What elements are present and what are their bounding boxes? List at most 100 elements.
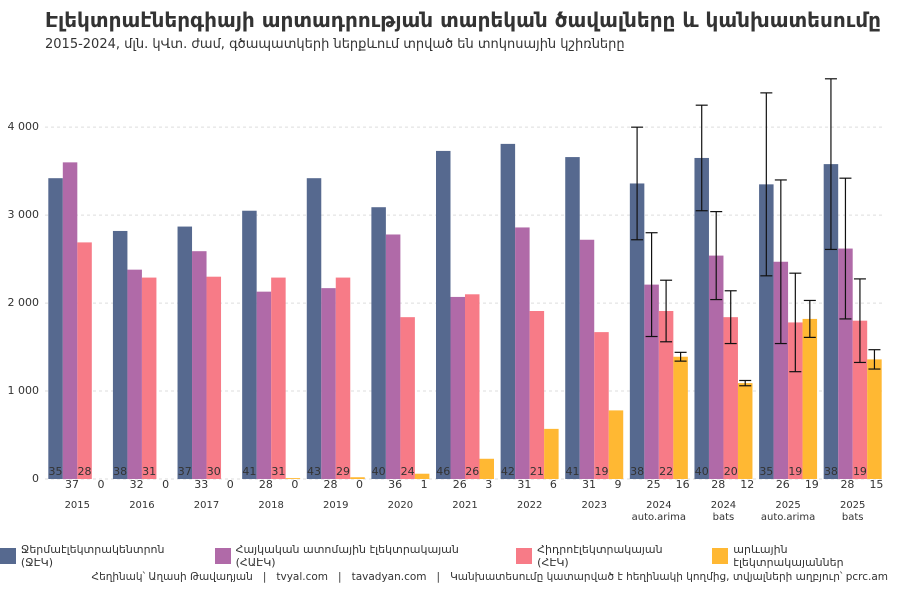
bar	[465, 294, 480, 479]
bar	[112, 230, 128, 479]
bar	[802, 318, 818, 479]
share-label: 29	[336, 465, 350, 478]
bar	[867, 359, 882, 479]
legend-label: արևային էլեկտրակայաններ	[733, 543, 844, 569]
share-label: 22	[659, 465, 673, 478]
bar	[285, 478, 301, 479]
bar	[256, 291, 272, 479]
share-label: 43	[307, 465, 321, 478]
bar	[594, 332, 609, 479]
share-label: 1	[421, 478, 428, 491]
chart-title: Էլեկտրաէներգիայի արտադրության տարեկան ծա…	[45, 8, 881, 32]
error-bar	[739, 379, 752, 387]
bar	[77, 242, 92, 479]
share-label: 15	[869, 478, 883, 491]
legend-swatch	[712, 548, 729, 564]
y-tick-label: 4 000	[8, 120, 40, 133]
share-label: 20	[724, 465, 738, 478]
share-label: 12	[740, 478, 754, 491]
y-tick-label: 2 000	[8, 296, 40, 309]
share-label: 28	[840, 478, 854, 491]
share-label: 0	[98, 478, 105, 491]
error-bar	[660, 279, 673, 343]
share-label: 26	[776, 478, 790, 491]
x-tick-label: 2017	[193, 500, 220, 511]
error-bar	[695, 104, 708, 212]
share-label: 40	[372, 465, 386, 478]
bar	[62, 162, 78, 479]
legend-item: Հիդրոէլեկտրակայան (ՀԷԿ)	[516, 543, 696, 569]
bar	[788, 322, 803, 479]
share-label: 31	[582, 478, 596, 491]
bar	[658, 311, 674, 479]
share-label: 0	[356, 478, 363, 491]
legend-item: Հայկական ատոմային էլեկտրակայան (ՀԱԷԿ)	[214, 543, 501, 569]
x-tick-label: 2015	[64, 500, 91, 511]
x-tick-label: 2025 bats	[839, 500, 866, 523]
share-label: 41	[565, 465, 579, 478]
share-label: 3	[485, 478, 492, 491]
legend-label: Ջերմաէլեկտրակենտրոն (ՋԷԿ)	[20, 543, 165, 569]
x-tick-label: 2025 auto.arima	[760, 500, 816, 523]
bar	[271, 277, 286, 479]
bar	[759, 184, 774, 479]
share-label: 19	[853, 465, 867, 478]
share-label: 0	[162, 478, 169, 491]
share-label: 0	[227, 478, 234, 491]
share-label: 38	[113, 465, 127, 478]
share-label: 19	[594, 465, 608, 478]
bar	[694, 157, 709, 480]
share-label: 25	[647, 478, 661, 491]
error-bar	[760, 92, 773, 277]
share-label: 42	[501, 465, 515, 478]
bar	[723, 317, 738, 479]
bar	[450, 296, 465, 479]
y-tick-label: 3 000	[8, 208, 40, 221]
bar	[242, 210, 257, 479]
share-label: 6	[550, 478, 557, 491]
legend: Ջերմաէլեկտրակենտրոն (ՋԷԿ) Հայկական ատոմայ…	[0, 543, 900, 569]
error-bar	[774, 179, 787, 345]
share-label: 30	[207, 465, 221, 478]
share-label: 26	[453, 478, 467, 491]
bar	[838, 248, 853, 479]
bar	[500, 143, 516, 480]
x-tick-label: 2022	[516, 500, 543, 511]
bar	[192, 251, 207, 479]
bar	[141, 277, 157, 479]
bar	[177, 226, 193, 479]
legend-item: Ջերմաէլեկտրակենտրոն (ՋԷԿ)	[0, 543, 199, 569]
bar	[127, 269, 142, 479]
share-label: 28	[78, 465, 92, 478]
share-label: 32	[130, 478, 144, 491]
share-label: 26	[465, 465, 479, 478]
share-label: 31	[271, 465, 285, 478]
bar	[608, 410, 624, 479]
y-tick-label: 0	[32, 472, 39, 485]
share-label: 31	[142, 465, 156, 478]
bar	[773, 261, 789, 479]
share-label: 36	[388, 478, 402, 491]
bar	[708, 255, 724, 479]
bar	[823, 164, 839, 479]
share-label: 28	[711, 478, 725, 491]
y-tick-label: 1 000	[8, 384, 40, 397]
error-bar	[674, 351, 687, 362]
bar	[371, 207, 386, 480]
share-label: 46	[436, 465, 450, 478]
x-tick-label: 2021	[452, 500, 478, 511]
error-bar	[839, 177, 852, 320]
chart-subtitle: 2015-2024, մլն. կՎտ. ժամ, գծապատկերի ներ…	[45, 37, 625, 52]
share-label: 28	[259, 478, 273, 491]
legend-swatch	[0, 548, 16, 564]
bar	[414, 473, 430, 479]
share-label: 16	[676, 478, 690, 491]
error-bar	[710, 211, 723, 301]
legend-item: արևային էլեկտրակայաններ	[712, 543, 900, 569]
bar	[400, 317, 415, 479]
share-label: 38	[824, 465, 838, 478]
share-label: 40	[695, 465, 709, 478]
x-tick-label: 2023	[581, 500, 607, 511]
